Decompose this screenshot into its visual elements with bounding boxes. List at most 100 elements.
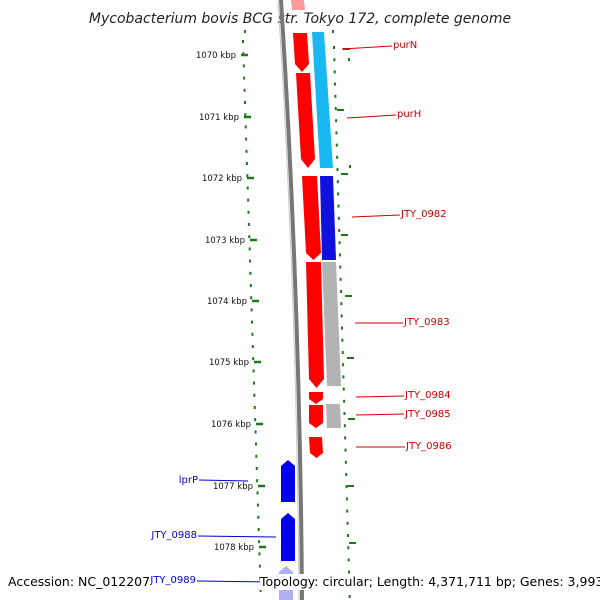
track-dot-right <box>336 155 339 159</box>
track-dot <box>349 165 351 168</box>
kbp-tick-label: 1076 kbp <box>211 420 251 430</box>
backbone-shadow <box>277 0 300 600</box>
track-dot-left <box>246 174 249 178</box>
track-dot-left <box>247 223 250 226</box>
gene-label: JTY_0988 <box>150 530 197 541</box>
track-dot-left <box>258 540 261 544</box>
track-dot-left <box>252 357 255 361</box>
track-dot-left <box>257 515 260 519</box>
kbp-tick-label: 1078 kbp <box>214 543 254 553</box>
kbp-tick-label: 1074 kbp <box>207 297 247 307</box>
map-title: Mycobacterium bovis BCG str. Tokyo 172, … <box>89 11 511 27</box>
track-dot-left <box>255 467 258 470</box>
track-dot-left <box>253 393 256 397</box>
track-dot-left <box>242 52 245 56</box>
track-dot-right <box>337 192 340 196</box>
gene-block-blue <box>320 176 336 260</box>
track-dot-right <box>340 314 343 318</box>
track-dot-right <box>336 168 339 171</box>
track-dot-right <box>343 399 346 403</box>
track-dot-left <box>243 101 246 104</box>
track-dot-right <box>342 375 345 379</box>
track-dot-right <box>335 119 338 123</box>
gene-block-JTY_0982 <box>302 176 321 260</box>
track-dot-right <box>338 253 341 257</box>
track-dot-left <box>248 247 251 251</box>
gene-label: JTY_0986 <box>405 441 452 452</box>
track-dot-right <box>347 558 350 562</box>
track-dot-left <box>255 454 258 458</box>
track-dot-right <box>337 216 340 220</box>
track-dot-right <box>344 436 347 440</box>
gene-label: purH <box>397 109 421 120</box>
track-dot-right <box>342 363 345 367</box>
track-dot-left <box>251 332 254 336</box>
track-dot-right <box>338 241 341 245</box>
track-dot-right <box>346 534 349 537</box>
track-dot-right <box>335 143 338 147</box>
kbp-tick-label: 1073 kbp <box>205 236 245 246</box>
kbp-tick-label: 1072 kbp <box>202 174 242 184</box>
track-dot-left <box>254 430 257 434</box>
track-dot-left <box>244 125 247 129</box>
gene-label-leader <box>355 395 405 398</box>
track-dot-left <box>243 76 246 80</box>
track-dot-left <box>250 296 253 300</box>
track-dot-right <box>345 473 348 476</box>
track-dot-left <box>252 381 255 385</box>
gene-block-JTY_0988 <box>281 513 295 561</box>
track-dot-left <box>248 235 251 239</box>
track-dot-right <box>335 131 338 135</box>
track-dot <box>332 30 334 33</box>
gene-label-leader <box>197 535 277 538</box>
track-dot-left <box>251 320 254 324</box>
gene-label: JTY_0984 <box>404 390 451 401</box>
genome-summary-text: Topology: circular; Length: 4,371,711 bp… <box>260 574 600 590</box>
track-dot-left <box>250 308 253 312</box>
track-dot-left <box>243 88 246 92</box>
track-dot-right <box>341 338 344 342</box>
track-dot-right <box>338 229 341 232</box>
track-dot-left <box>249 259 252 263</box>
gene-block-top <box>291 0 305 10</box>
gene-block-purH <box>296 73 315 168</box>
gene-block-JTY_0984 <box>309 392 323 404</box>
track-dot-right <box>334 107 337 110</box>
gene-block-lprP <box>281 460 295 502</box>
gene-labels: purN purH JTY_0982 JTY_0983 JTY_0984 JTY_0985… <box>149 40 451 586</box>
track-dot-left <box>256 491 259 495</box>
track-dot-right <box>339 290 342 293</box>
kbp-tick-label: 1077 kbp <box>213 482 253 492</box>
kbp-tick-label: 1075 kbp <box>209 358 249 368</box>
track-dot-right <box>345 497 348 501</box>
track-dot-right <box>341 326 344 330</box>
track-dot-right <box>343 412 346 415</box>
track-dot-left <box>259 589 262 592</box>
track-dot-right <box>333 70 336 74</box>
track-dot-right <box>344 448 347 452</box>
gene-label: JTY_0982 <box>400 209 447 220</box>
track-dot-left <box>245 162 248 165</box>
gene-block-JTY_0986 <box>309 437 323 458</box>
gene-label: JTY_0983 <box>403 317 450 328</box>
track-dot-right <box>347 570 350 574</box>
track-dot-right <box>339 277 342 281</box>
track-dot-right <box>336 180 339 184</box>
gene-label: lprP <box>179 475 198 486</box>
track-dot-right <box>339 265 342 269</box>
track-dot-right <box>333 46 335 49</box>
gene-block-JTY_0985 <box>309 405 323 428</box>
track-dot-left <box>256 503 259 507</box>
track-dot-left <box>242 64 245 68</box>
gene-label: purN <box>393 40 417 51</box>
track-dot-right <box>340 302 343 306</box>
kbp-tick-label: 1071 kbp <box>199 113 239 123</box>
track-dot-left <box>258 564 261 568</box>
track-dot-left <box>247 210 250 214</box>
track-dot-left <box>242 40 244 43</box>
track-dot <box>244 30 246 33</box>
track-dot-right <box>344 460 347 464</box>
gene-label: JTY_0985 <box>404 409 451 420</box>
track-dot-right <box>347 546 350 550</box>
track-dot-right <box>342 387 345 391</box>
